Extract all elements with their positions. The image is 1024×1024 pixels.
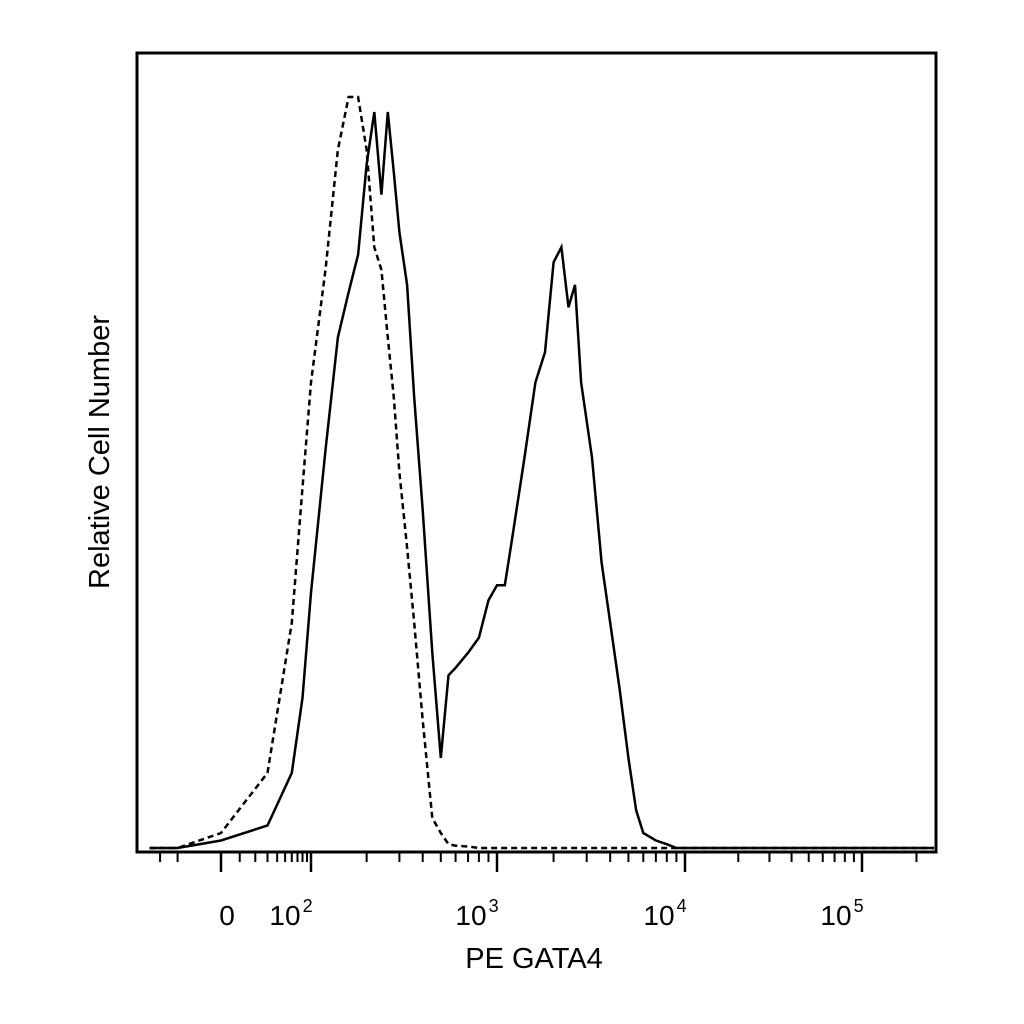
- x-tick-label-base: 10: [820, 900, 851, 931]
- series-line-dashed: [149, 95, 934, 850]
- plot-frame: [135, 51, 938, 854]
- x-tick-label: 10 5: [820, 896, 863, 931]
- x-tick-label: 0: [219, 900, 235, 931]
- x-tick-label-exponent: 2: [303, 896, 313, 916]
- x-tick-label: 10 3: [455, 896, 498, 931]
- x-tick-label-base: 10: [643, 900, 674, 931]
- x-tick-label: 10 2: [269, 896, 312, 931]
- x-tick-label-exponent: 4: [677, 896, 687, 916]
- x-tick-label-base: 10: [269, 900, 300, 931]
- x-minor-ticks: [159, 852, 918, 862]
- x-tick-label-exponent: 5: [854, 896, 864, 916]
- y-axis-label: Relative Cell Number: [84, 315, 116, 589]
- x-major-ticks: [219, 852, 864, 872]
- x-tick-label-base: 10: [455, 900, 486, 931]
- series-line-solid: [149, 111, 934, 850]
- x-tick-label-exponent: 3: [489, 896, 499, 916]
- x-tick-label: 10 4: [643, 896, 686, 931]
- x-axis-label: PE GATA4: [465, 943, 603, 975]
- x-tick-labels: 0 10 2 10 3 10 4 10 5: [219, 896, 863, 931]
